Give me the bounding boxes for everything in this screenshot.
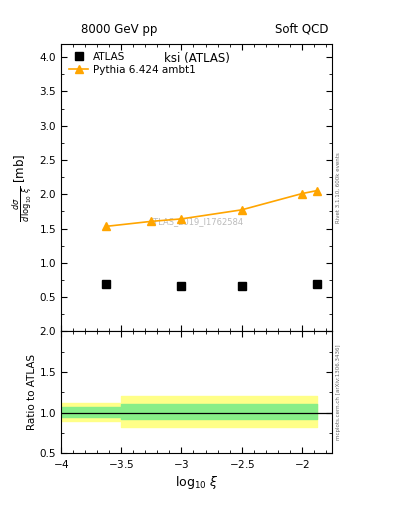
Line: ATLAS: ATLAS [102, 280, 321, 290]
X-axis label: $\log_{10}\,\xi$: $\log_{10}\,\xi$ [174, 474, 219, 491]
Pythia 6.424 ambt1 [315, 187, 320, 194]
Pythia 6.424 ambt1 [179, 216, 184, 222]
Text: ksi (ATLAS): ksi (ATLAS) [163, 52, 230, 65]
Text: Soft QCD: Soft QCD [275, 23, 328, 36]
Text: Rivet 3.1.10, 600k events: Rivet 3.1.10, 600k events [336, 152, 341, 223]
Pythia 6.424 ambt1 [149, 218, 154, 224]
ATLAS [239, 283, 244, 289]
Pythia 6.424 ambt1 [104, 223, 108, 229]
Text: mcplots.cern.ch [arXiv:1306.3436]: mcplots.cern.ch [arXiv:1306.3436] [336, 345, 341, 440]
Y-axis label: $\frac{d\sigma}{d\,\log_{10}\,\xi}$ [mb]: $\frac{d\sigma}{d\,\log_{10}\,\xi}$ [mb] [10, 153, 34, 222]
Y-axis label: Ratio to ATLAS: Ratio to ATLAS [27, 354, 37, 430]
Text: ATLAS_2019_I1762584: ATLAS_2019_I1762584 [149, 218, 244, 226]
Legend: ATLAS, Pythia 6.424 ambt1: ATLAS, Pythia 6.424 ambt1 [66, 49, 199, 78]
ATLAS [315, 281, 320, 287]
ATLAS [179, 283, 184, 289]
Pythia 6.424 ambt1 [299, 190, 304, 197]
Pythia 6.424 ambt1 [239, 207, 244, 213]
Text: 8000 GeV pp: 8000 GeV pp [81, 23, 157, 36]
ATLAS [104, 281, 108, 287]
Line: Pythia 6.424 ambt1: Pythia 6.424 ambt1 [102, 187, 321, 230]
